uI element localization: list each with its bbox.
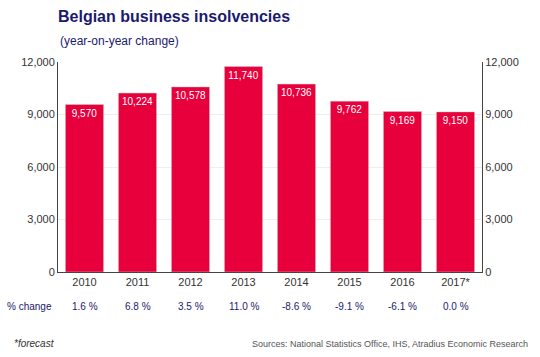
svg-text:3.5 %: 3.5 % xyxy=(178,301,204,312)
svg-text:10,578: 10,578 xyxy=(175,90,206,101)
svg-text:3,000: 3,000 xyxy=(27,213,55,225)
svg-text:11,740: 11,740 xyxy=(228,70,258,81)
svg-text:0: 0 xyxy=(485,266,491,278)
svg-text:11.0 %: 11.0 % xyxy=(229,301,259,312)
svg-text:6,000: 6,000 xyxy=(485,161,513,173)
svg-text:10,224: 10,224 xyxy=(122,96,153,107)
svg-text:Belgian business insolvencies: Belgian business insolvencies xyxy=(58,8,290,25)
svg-text:0: 0 xyxy=(49,266,55,278)
svg-text:9,000: 9,000 xyxy=(485,108,513,120)
svg-text:-6.1 %: -6.1 % xyxy=(388,301,417,312)
svg-text:10,736: 10,736 xyxy=(281,87,312,98)
svg-text:9,762: 9,762 xyxy=(337,104,362,115)
svg-text:2011: 2011 xyxy=(126,276,150,288)
svg-text:2013: 2013 xyxy=(231,276,255,288)
svg-text:0.0 %: 0.0 % xyxy=(443,301,469,312)
svg-text:3,000: 3,000 xyxy=(485,213,513,225)
svg-text:6,000: 6,000 xyxy=(27,161,55,173)
svg-text:2017*: 2017* xyxy=(441,276,470,288)
svg-text:9,169: 9,169 xyxy=(390,115,415,126)
svg-text:*forecast: *forecast xyxy=(14,338,55,349)
svg-text:9,000: 9,000 xyxy=(27,108,55,120)
svg-text:2015: 2015 xyxy=(337,276,361,288)
svg-text:12,000: 12,000 xyxy=(485,56,519,68)
svg-text:9,570: 9,570 xyxy=(72,108,97,119)
svg-text:2016: 2016 xyxy=(390,276,414,288)
svg-text:9,150: 9,150 xyxy=(443,115,468,126)
svg-text:12,000: 12,000 xyxy=(21,56,55,68)
svg-text:(year-on-year change): (year-on-year change) xyxy=(60,34,179,48)
svg-text:Sources: National Statistics O: Sources: National Statistics Office, IHS… xyxy=(252,339,528,349)
svg-text:2014: 2014 xyxy=(284,276,308,288)
svg-text:2010: 2010 xyxy=(72,276,96,288)
svg-text:6.8 %: 6.8 % xyxy=(125,301,151,312)
svg-text:-9.1 %: -9.1 % xyxy=(335,301,364,312)
svg-text:2012: 2012 xyxy=(178,276,202,288)
svg-text:1.6 %: 1.6 % xyxy=(72,301,98,312)
svg-text:% change: % change xyxy=(7,301,52,312)
svg-text:-8.6 %: -8.6 % xyxy=(282,301,311,312)
